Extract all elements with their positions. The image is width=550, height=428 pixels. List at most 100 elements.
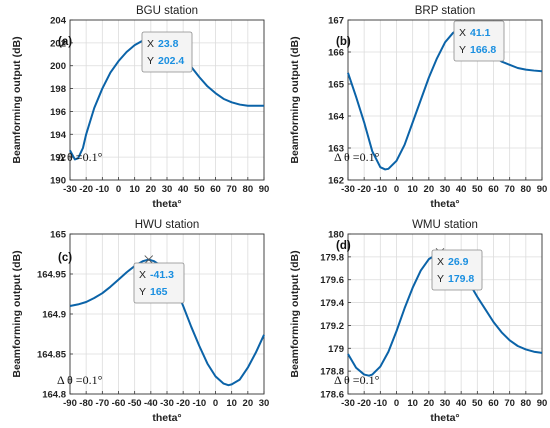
y-tick-label: 190 xyxy=(50,176,66,187)
chart-title: HWU station xyxy=(135,219,200,231)
x-tick-label: -80 xyxy=(79,398,93,409)
x-tick-label: 40 xyxy=(178,184,189,195)
chart-title: BRP station xyxy=(415,5,476,17)
delta-theta-annotation: Δ θ =0.1° xyxy=(334,373,380,387)
datatip-marker[interactable] xyxy=(144,255,154,264)
x-tick-label: 90 xyxy=(259,184,270,195)
x-tick-label: -30 xyxy=(160,398,174,409)
y-tick-label: 198 xyxy=(50,84,66,95)
x-tick-label: -40 xyxy=(144,398,158,409)
panel-hwu: -90 -80 -70 -60 -50 -40 -30 -20 -10 0 10 20 30 164.8 1… xyxy=(11,219,269,424)
delta-theta-annotation: Δ θ =0.1° xyxy=(334,150,380,164)
x-tick-label: 30 xyxy=(162,184,173,195)
datatip-box[interactable] xyxy=(431,249,483,291)
datatip-x-value: 41.1 xyxy=(470,27,491,39)
y-tick-label: 163 xyxy=(328,144,344,155)
y-tick-label: 164.95 xyxy=(37,270,67,281)
axes-frame xyxy=(347,19,543,181)
x-tick-label: 60 xyxy=(210,184,221,195)
x-tick-label: 0 xyxy=(213,398,218,409)
x-tick-label: 50 xyxy=(472,184,483,195)
x-tick-label: 90 xyxy=(537,184,548,195)
y-tick-label: 162 xyxy=(328,176,344,187)
datatip-y-label: Y xyxy=(139,286,146,298)
x-tick-label: -20 xyxy=(176,398,190,409)
x-tick-label: 70 xyxy=(226,184,237,195)
x-tick-label: 70 xyxy=(504,184,515,195)
y-tick-label: 165 xyxy=(50,230,67,241)
x-tick-label: -20 xyxy=(357,184,371,195)
y-tick-label: 179 xyxy=(328,344,344,355)
x-tick-label: 10 xyxy=(407,398,418,409)
datatip-y-label: Y xyxy=(437,273,444,285)
x-tick-label: 80 xyxy=(521,184,532,195)
datatip-y-value: 166.8 xyxy=(470,44,496,56)
datatip-box[interactable] xyxy=(133,262,185,304)
x-tick-label: 20 xyxy=(146,184,157,195)
x-tick-label: 60 xyxy=(488,398,499,409)
y-tick-label: 179.8 xyxy=(320,252,344,263)
x-axis-label: theta° xyxy=(152,412,181,424)
x-tick-label: 80 xyxy=(243,184,254,195)
datatip-y-label: Y xyxy=(147,55,154,67)
panel-wmu: -30 -20 -10 0 10 20 30 40 50 60 70 80 90 178.6 178.8 17… xyxy=(289,219,547,424)
y-tick-label: 179.4 xyxy=(320,298,344,309)
y-tick-label: 178.8 xyxy=(320,367,344,378)
datatip-box[interactable] xyxy=(453,20,505,62)
x-axis-label: theta° xyxy=(152,198,181,210)
x-tick-label: 90 xyxy=(537,398,548,409)
chart-title: BGU station xyxy=(136,5,198,17)
x-tick-label: -50 xyxy=(128,398,142,409)
x-tick-label: -90 xyxy=(63,398,77,409)
y-tick-label: 165 xyxy=(328,80,345,91)
y-tick-label: 164.8 xyxy=(42,390,66,401)
y-tick-label: 164.85 xyxy=(37,350,67,361)
chart-title: WMU station xyxy=(412,219,478,231)
y-axis-label: Beamforming output (dB) xyxy=(289,36,301,163)
datatip-x-value: 23.8 xyxy=(158,38,179,50)
axes-frame xyxy=(347,233,543,395)
y-tick-label: 179.2 xyxy=(320,321,344,332)
y-axis-label: Beamforming output (dB) xyxy=(289,250,301,377)
datatip-x-value: 26.9 xyxy=(448,256,469,268)
datatip-x-value: -41.3 xyxy=(150,269,174,281)
panel-letter: (b) xyxy=(336,36,351,48)
datatip-box[interactable] xyxy=(141,31,193,73)
panel-letter: (d) xyxy=(336,240,351,252)
x-tick-label: -30 xyxy=(341,184,355,195)
y-tick-label: 167 xyxy=(328,16,344,27)
y-tick-label: 194 xyxy=(50,130,67,141)
x-tick-label: -10 xyxy=(373,398,387,409)
x-tick-label: 20 xyxy=(424,398,435,409)
panel-letter: (a) xyxy=(58,36,72,48)
x-tick-label: 10 xyxy=(129,184,140,195)
panel-letter: (c) xyxy=(58,252,72,264)
y-tick-label: 196 xyxy=(50,107,66,118)
x-tick-label: -60 xyxy=(112,398,126,409)
x-tick-label: 30 xyxy=(440,398,451,409)
x-axis-label: theta° xyxy=(430,412,459,424)
x-tick-label: -30 xyxy=(341,398,355,409)
x-tick-label: 10 xyxy=(407,184,418,195)
datatip-y-value: 202.4 xyxy=(158,55,184,67)
datatip-y-label: Y xyxy=(459,44,466,56)
x-tick-label: 20 xyxy=(424,184,435,195)
series-line xyxy=(347,25,543,171)
x-tick-label: 80 xyxy=(521,398,532,409)
x-tick-label: -10 xyxy=(192,398,206,409)
datatip-x-label: X xyxy=(147,38,154,50)
x-tick-label: -20 xyxy=(357,398,371,409)
x-tick-label: 40 xyxy=(456,398,467,409)
delta-theta-annotation: Δ θ =0.1° xyxy=(57,150,103,164)
x-tick-label: 60 xyxy=(488,184,499,195)
y-tick-label: 179.6 xyxy=(320,275,344,286)
x-tick-label: -20 xyxy=(79,184,93,195)
x-tick-label: 0 xyxy=(116,184,121,195)
axes-frame xyxy=(69,19,265,181)
y-axis-label: Beamforming output (dB) xyxy=(11,36,23,163)
datatip-x-label: X xyxy=(437,256,444,268)
x-axis-label: theta° xyxy=(430,198,459,210)
y-tick-label: 202 xyxy=(50,38,66,49)
y-tick-label: 192 xyxy=(50,153,66,164)
datatip-x-label: X xyxy=(139,269,146,281)
